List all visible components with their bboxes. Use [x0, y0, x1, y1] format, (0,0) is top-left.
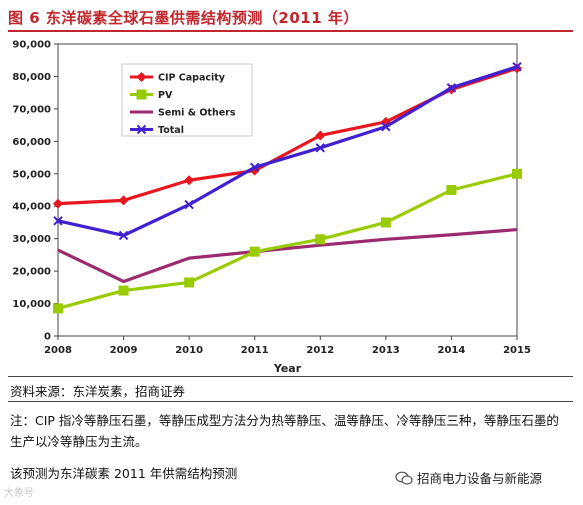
series-pv: [53, 168, 522, 314]
series-line: [57, 172, 518, 310]
watermark-logo: 大象号: [4, 488, 34, 499]
data-point: [136, 89, 147, 100]
x-tick-label: 2012: [306, 345, 334, 356]
data-point: [315, 143, 325, 153]
x-tick-label: 2013: [372, 345, 400, 356]
data-point: [512, 168, 522, 179]
data-point: [53, 198, 63, 209]
source-text: 资料来源：东洋炭素，招商证券: [10, 384, 186, 399]
data-point: [184, 175, 195, 186]
x-tick-label: 2015: [503, 345, 531, 356]
y-tick-label: 10,000: [12, 299, 51, 310]
x-tick-label: 2010: [175, 345, 203, 356]
divider: [8, 401, 573, 402]
data-point: [249, 246, 260, 257]
y-tick-label: 30,000: [12, 234, 51, 245]
legend-label: Semi & Others: [158, 108, 236, 119]
x-axis-label: Year: [273, 362, 302, 375]
plot-area: [57, 43, 518, 337]
legend-item: Semi & Others: [130, 108, 236, 119]
legend-item: Total: [130, 124, 184, 136]
y-tick-label: 90,000: [12, 40, 51, 51]
data-point: [53, 216, 63, 226]
watermark-account-name: 招商电力设备与新能源: [417, 471, 543, 486]
y-tick-label: 40,000: [12, 202, 51, 213]
data-point: [446, 185, 457, 195]
series-total: [53, 62, 522, 241]
data-point: [118, 285, 129, 296]
account-watermark: 招商电力设备与新能源: [395, 468, 542, 487]
legend: CIP Capacity PV Semi & Others Total: [121, 63, 253, 137]
data-point: [136, 72, 147, 82]
legend-item: PV: [130, 89, 173, 101]
x-tick-label: 2008: [44, 345, 72, 356]
note-text: 注：CIP 指冷等静压石墨，等静压成型方法分为热等静压、温等静压、冷等静压三种，…: [10, 413, 559, 449]
series-line: [57, 227, 518, 284]
data-point: [380, 217, 391, 228]
y-tick-label: 20,000: [12, 267, 51, 278]
x-tick-label: 2011: [241, 345, 269, 356]
data-point: [184, 199, 194, 210]
legend-label: CIP Capacity: [158, 73, 226, 84]
data-point: [315, 130, 326, 141]
forecast-text: 该预测为东洋碳素 2011 年供需结构预测: [10, 466, 238, 481]
legend-item: CIP Capacity: [130, 72, 226, 84]
legend-label: Total: [158, 125, 184, 136]
y-tick-label: 0: [44, 332, 51, 343]
data-point: [184, 277, 195, 288]
data-point: [53, 303, 63, 314]
data-point: [118, 195, 129, 206]
series-line: [57, 65, 518, 238]
data-point: [512, 62, 522, 72]
series-semi-others: [57, 227, 518, 284]
wechat-icon: [395, 471, 413, 485]
data-point: [136, 124, 147, 135]
data-point: [118, 230, 129, 241]
data-point: [250, 162, 260, 172]
y-tick-label: 60,000: [12, 137, 51, 148]
line-chart: 0 10,000 20,000 30,000 40,000 50,000 60,000 70,…: [12, 40, 531, 376]
divider: [8, 376, 573, 377]
data-point: [381, 122, 391, 132]
data-point: [315, 234, 326, 245]
y-tick-label: 70,000: [12, 104, 51, 115]
data-point: [446, 83, 457, 93]
x-tick-label: 2014: [438, 345, 466, 356]
chart-title: 图 6 东洋碳素全球石墨供需结构预测（2011 年）: [8, 6, 573, 32]
legend-label: PV: [158, 90, 173, 101]
y-tick-label: 80,000: [12, 72, 51, 83]
x-tick-label: 2009: [110, 345, 138, 356]
y-tick-label: 50,000: [12, 169, 51, 180]
